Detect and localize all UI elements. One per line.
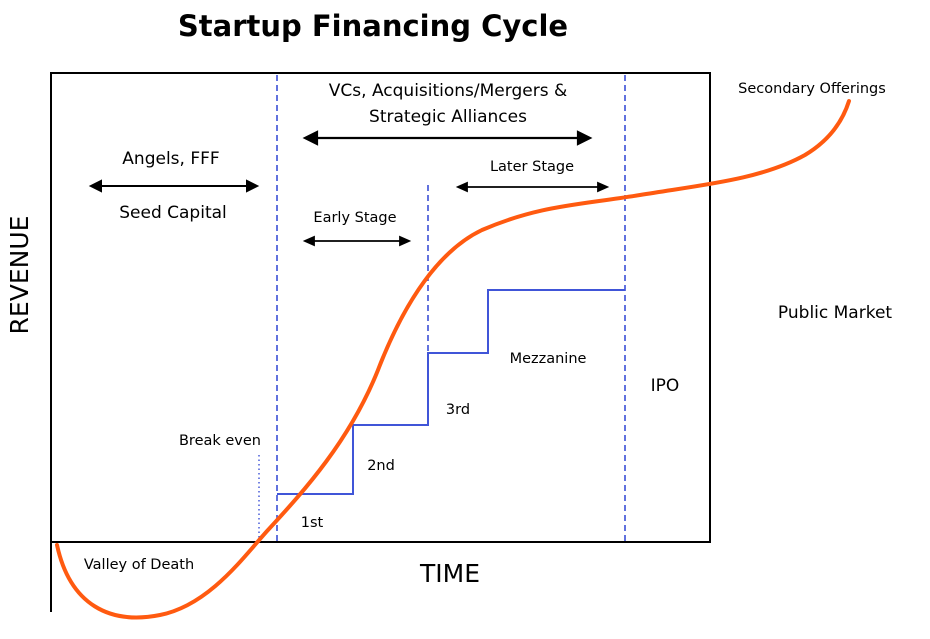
early-stage-label: Early Stage: [313, 210, 396, 226]
funding-steps: [277, 289, 625, 495]
ipo-label: IPO: [651, 376, 680, 396]
secondary-offerings-label: Secondary Offerings: [738, 81, 886, 97]
plot-frame: [50, 72, 711, 543]
break-even-label: Break even: [179, 433, 261, 449]
mezzanine-label: Mezzanine: [510, 351, 587, 367]
later-stage-label: Later Stage: [490, 159, 574, 175]
round-2nd-label: 2nd: [367, 458, 395, 474]
valley-of-death-label: Valley of Death: [84, 557, 194, 573]
x-axis-label: TIME: [419, 559, 480, 588]
later-stage-arrow: [455, 181, 610, 193]
vc-label-line1: VCs, Acquisitions/Mergers &: [329, 81, 567, 101]
y-axis-label: REVENUE: [5, 216, 34, 335]
vc-arrow: [302, 130, 593, 146]
round-1st-label: 1st: [301, 515, 324, 531]
diagram-title: Startup Financing Cycle: [178, 9, 568, 43]
seed-capital-label: Seed Capital: [119, 203, 227, 223]
angels-label: Angels, FFF: [122, 149, 219, 169]
vc-label-line2: Strategic Alliances: [369, 107, 527, 127]
round-3rd-label: 3rd: [446, 402, 470, 418]
revenue-curve: [55, 99, 851, 620]
angels-arrow: [88, 179, 260, 193]
public-market-label: Public Market: [778, 303, 892, 323]
early-stage-arrow: [302, 235, 412, 247]
